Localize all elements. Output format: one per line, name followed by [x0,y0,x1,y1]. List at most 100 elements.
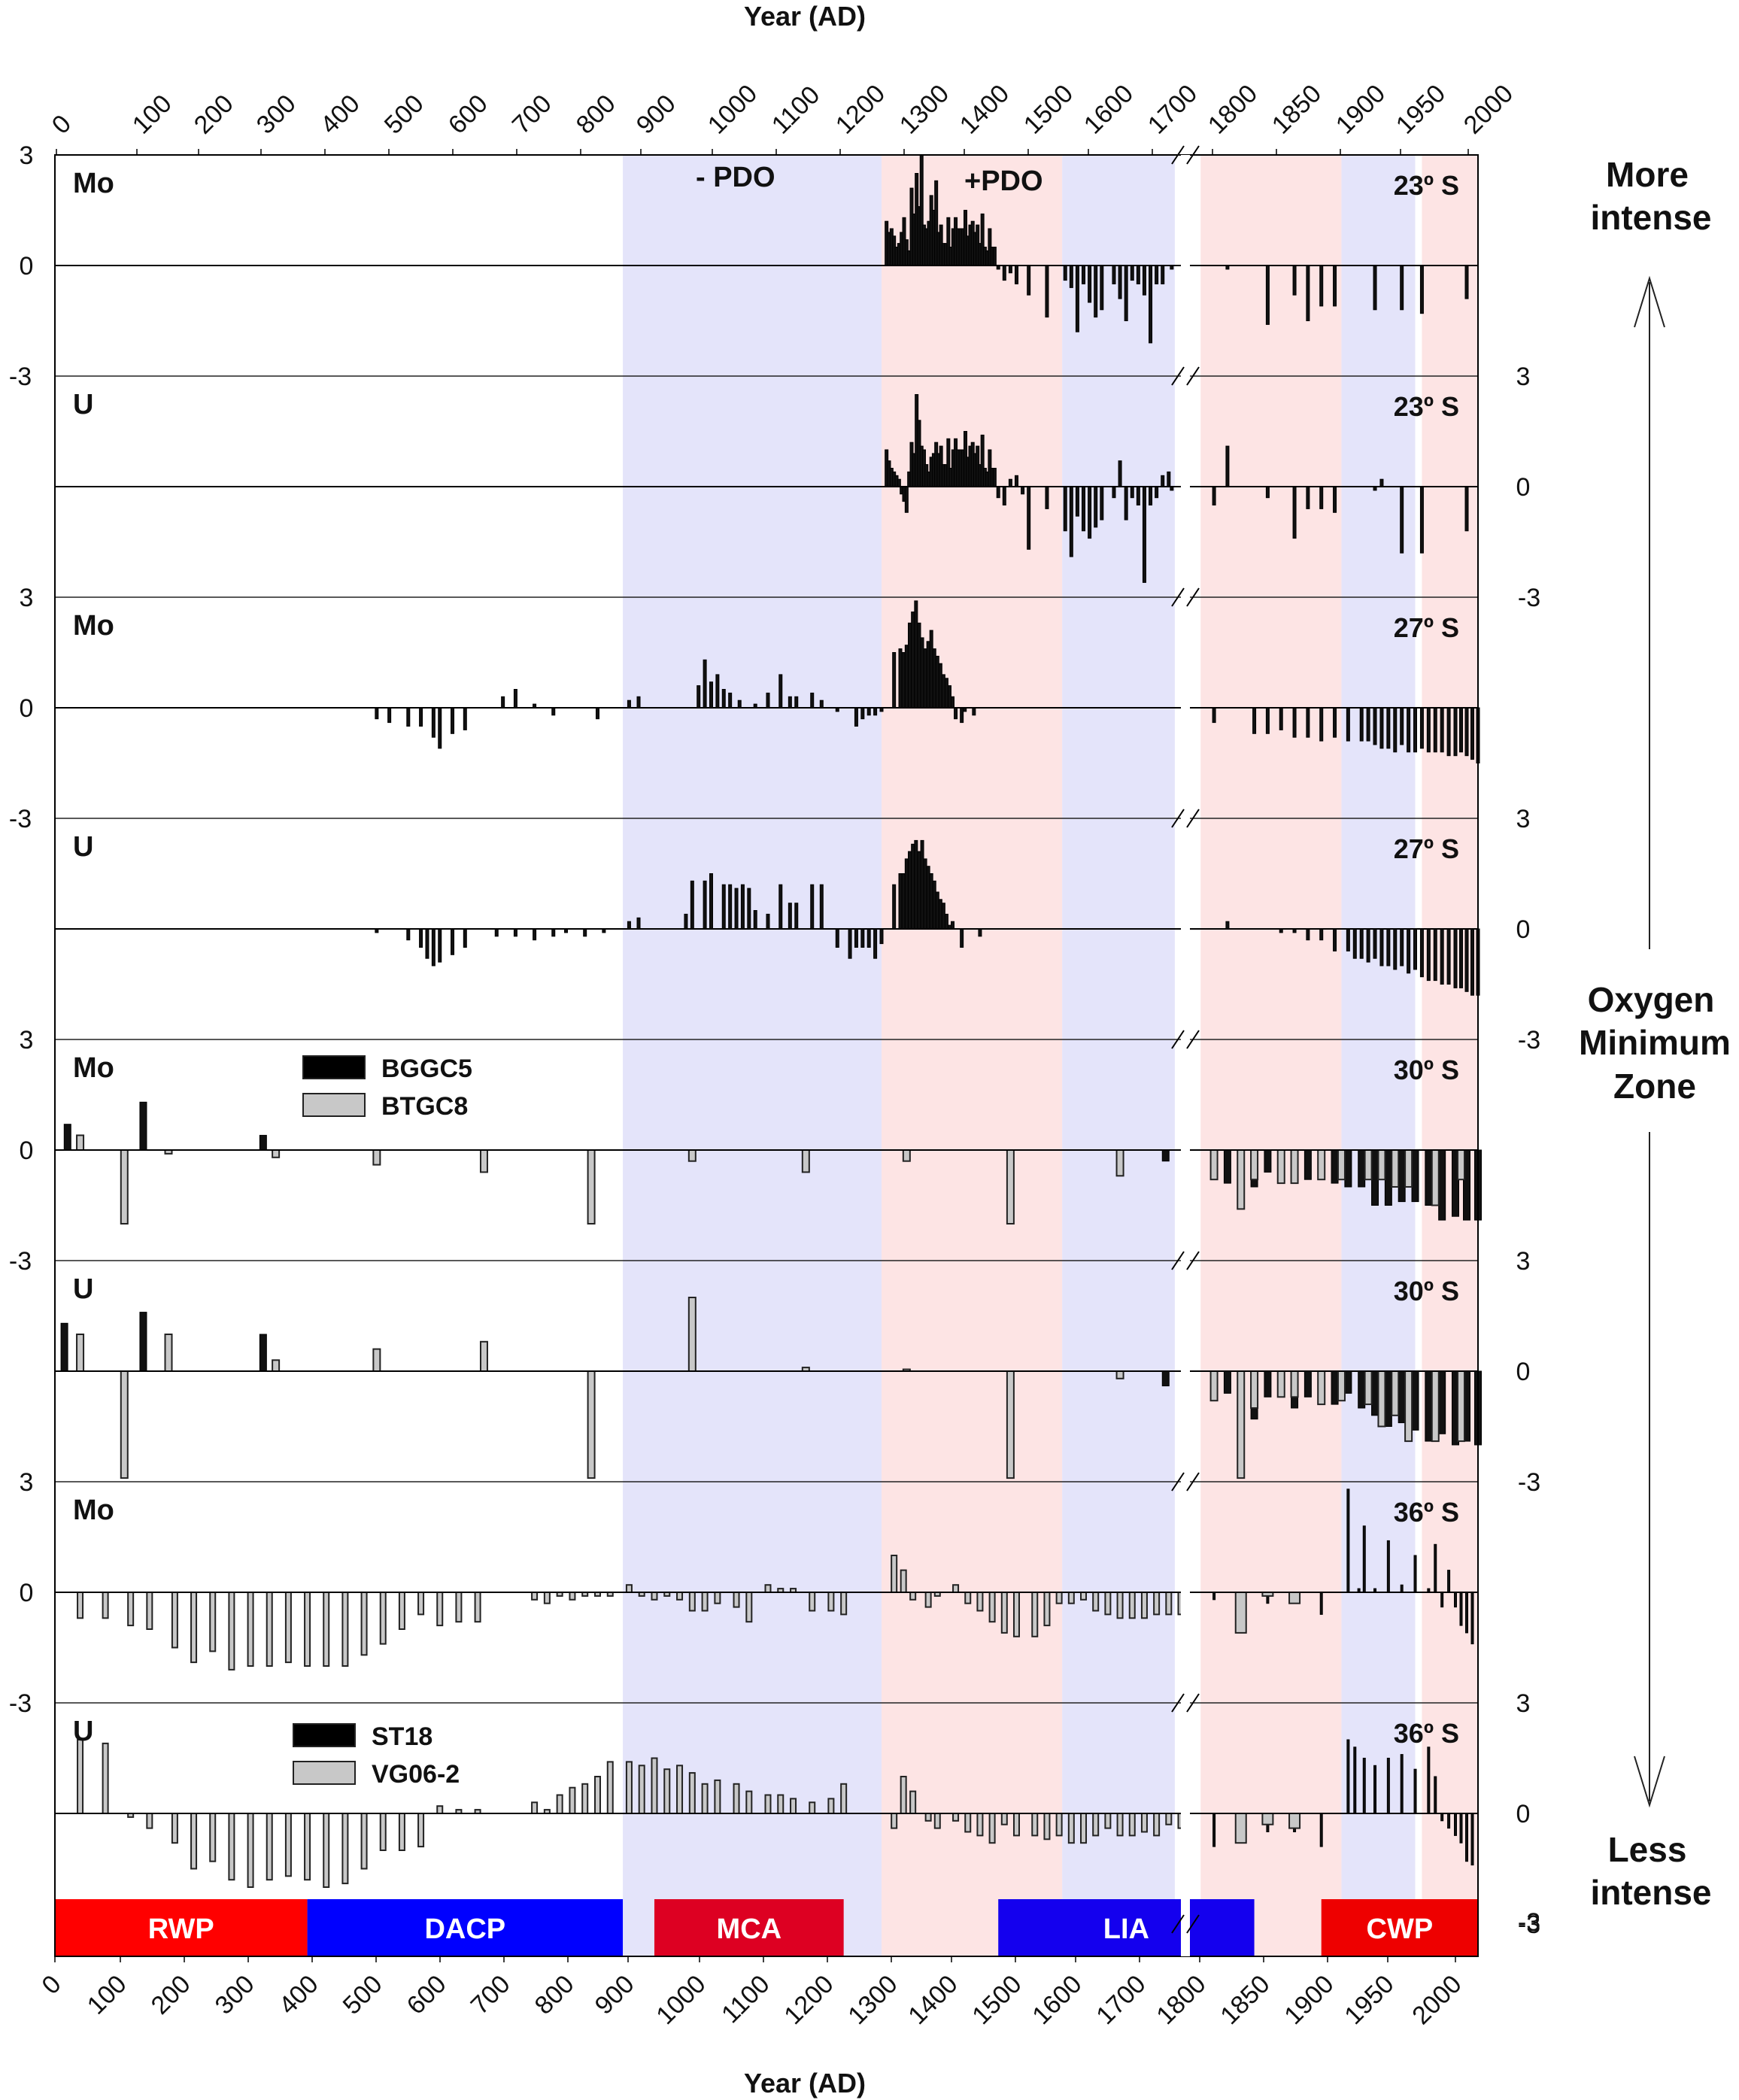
bar-p3-s1-30 [854,707,858,727]
bar-p3-s1-5 [438,707,442,749]
bar-p2-s1-60 [1118,460,1122,487]
bar-p8-s2-35 [714,1779,721,1814]
bar-p3-s1-31 [860,707,865,720]
bar-p4-s1-60 [978,928,982,937]
bar-p2-s1-63 [1136,486,1140,505]
ytick-top-6: 3 [1516,1247,1531,1276]
bar-p8-s2-31 [663,1768,671,1814]
bar-series [55,154,1482,1956]
bar-p7-s2-35 [714,1592,721,1604]
bar-p8-s2-9 [266,1813,273,1881]
bar-p8-s1-16 [1454,1813,1457,1836]
bar-p3-s1-59 [1252,707,1257,734]
bar-p7-s1-15 [1447,1570,1451,1593]
bar-p7-s2-70 [1288,1592,1301,1604]
bar-p3-s1-82 [1459,707,1463,753]
bar-p4-s1-53 [935,891,939,930]
break-slash-a-1 [1171,366,1185,386]
bar-p8-s2-70 [1288,1813,1301,1829]
bar-p3-s1-4 [431,707,436,738]
bar-p3-s1-21 [737,699,742,709]
bar-p1-s1-46 [1002,265,1006,281]
side-label-oxygen: Oxygen [1588,980,1715,1019]
bar-p1-s1-62 [1136,265,1140,284]
top-tick-500: 500 [379,90,429,140]
bar-p4-s1-8 [494,928,499,937]
ytick-bottom-7: -3 [9,1689,32,1718]
bar-p4-s1-39 [879,928,884,945]
bar-p6-s2-11 [1115,1370,1124,1379]
bar-p3-s1-68 [1366,707,1370,742]
bar-p1-s1-57 [1100,265,1104,311]
bar-p5-s1-0 [63,1124,71,1151]
event-bar-LIA [998,1899,1255,1956]
bar-p3-s1-47 [932,648,936,709]
panel-label-8: U [73,1716,93,1747]
bar-p8-s2-47 [924,1813,932,1822]
bar-p3-s1-36 [898,648,903,709]
bar-p2-s1-80 [1419,486,1424,554]
bar-p7-s2-64 [1140,1592,1148,1619]
bar-p4-s1-11 [551,928,556,937]
bar-p4-s1-37 [866,928,871,948]
bar-p8-s2-50 [964,1813,972,1833]
bar-p4-s1-74 [1393,928,1398,970]
bar-p4-s1-70 [1366,928,1370,963]
bar-p3-s1-77 [1426,707,1431,753]
bar-p4-s1-43 [904,858,909,930]
bar-p5-s1-14 [1384,1149,1392,1206]
bar-p3-s1-49 [938,663,942,709]
top-tick-800: 800 [571,90,621,140]
bar-p4-s1-23 [734,888,739,930]
bar-p3-s1-13 [627,699,631,709]
bar-p6-s1-2 [259,1334,267,1372]
bar-p5-s1-10 [1331,1149,1339,1184]
bar-p2-s1-76 [1333,486,1337,513]
bar-p2-s1-53 [1069,486,1073,557]
bar-p4-s1-65 [1319,928,1324,941]
bar-p6-s2-10 [1006,1370,1015,1479]
bar-p8-s2-12 [323,1813,330,1888]
bar-p7-s2-55 [1031,1592,1039,1637]
bar-p7-s2-21 [531,1592,539,1601]
bar-p6-s2-7 [687,1297,697,1372]
break-slash-a-5 [1171,1251,1185,1270]
bottom-tick-200: 200 [146,1970,196,2020]
bar-p7-s2-58 [1067,1592,1075,1604]
legend-swatch-BGGC5 [302,1055,366,1079]
bar-p5-s2-5 [479,1149,488,1173]
bar-p7-s2-46 [909,1592,917,1601]
bar-p4-s1-61 [1225,921,1230,930]
bottom-tick-1700: 1700 [1091,1970,1151,2030]
bar-p2-s1-81 [1464,486,1469,532]
ytick-top-8: 3 [1516,1689,1531,1718]
bar-p5-s2-14 [1250,1149,1259,1181]
top-tick-1400: 1400 [954,79,1015,139]
bar-p8-s2-24 [569,1786,576,1814]
bar-p7-s2-28 [625,1584,633,1593]
bar-p4-s1-71 [1373,928,1377,959]
top-tick-1600: 1600 [1079,79,1139,139]
break-slash-a-4 [1171,1030,1185,1049]
bar-p3-s1-2 [406,707,411,727]
bottom-tick-500: 500 [338,1970,388,2020]
bar-p4-s1-48 [920,839,924,930]
bar-p2-s1-73 [1292,486,1297,539]
outer-frame [54,154,1479,1957]
bar-p7-s1-9 [1386,1540,1390,1593]
bar-p8-s2-52 [988,1813,996,1844]
bar-p7-s2-30 [651,1592,658,1601]
bar-p2-s1-67 [1161,475,1165,487]
bar-p1-s1-77 [1464,265,1469,299]
bar-p8-s2-7 [228,1813,235,1881]
bar-p5-s1-13 [1371,1149,1379,1206]
bar-p8-s2-10 [284,1813,292,1877]
bar-p7-s2-44 [891,1555,898,1593]
bar-p7-s2-2 [127,1592,135,1627]
bar-p8-s2-17 [417,1813,425,1848]
bar-p8-s2-39 [777,1794,785,1814]
top-tick-1950: 1950 [1391,79,1451,139]
legend-label-BGGC5: BGGC5 [381,1055,472,1083]
break-slash-b-3 [1186,809,1200,828]
bar-p5-s2-20 [1377,1149,1386,1181]
